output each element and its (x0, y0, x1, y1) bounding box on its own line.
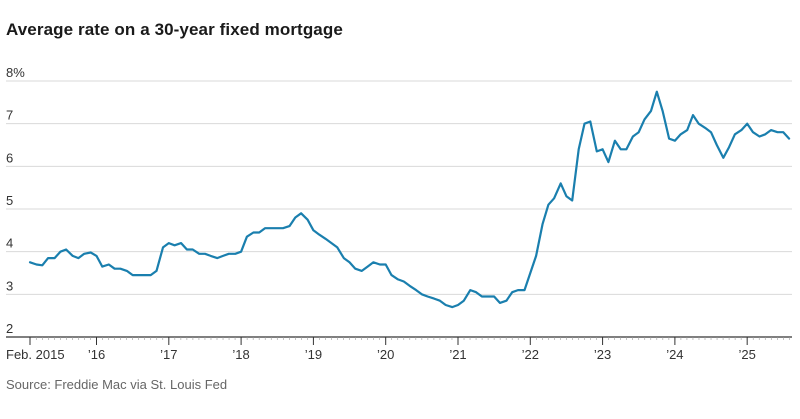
y-tick-label: 2 (6, 321, 13, 336)
chart-title: Average rate on a 30-year fixed mortgage (6, 20, 343, 39)
y-tick-label: 6 (6, 150, 13, 165)
grid-lines (6, 80, 792, 295)
x-axis: Feb. 2015 ’16 ’17 ’18 ’19 ’20 ’21 ’22 ’23 ’24 ’25 (6, 336, 792, 362)
x-tick-label: ’25 (738, 347, 755, 362)
y-tick-label: 3 (6, 278, 13, 293)
x-tick-label: ’18 (232, 347, 249, 362)
x-tick-label: ’22 (522, 347, 539, 362)
x-tick-label: Feb. 2015 (6, 347, 65, 362)
series-line-mortgage-rate (28, 90, 791, 309)
series-layer (28, 90, 791, 309)
x-tick-label: ’21 (449, 347, 466, 362)
source-note: Source: Freddie Mac via St. Louis Fed (6, 377, 228, 392)
x-tick-label: ’17 (160, 347, 177, 362)
x-tick-label: ’16 (88, 347, 105, 362)
y-tick-label: 8% (6, 65, 25, 80)
y-tick-label: 4 (6, 236, 13, 251)
x-tick-label: ’19 (305, 347, 322, 362)
y-axis-ticks: 8% 7 6 5 4 3 2 (6, 65, 25, 336)
x-tick-label: ’24 (666, 347, 683, 362)
x-tick-label: ’20 (377, 347, 394, 362)
y-tick-label: 5 (6, 193, 13, 208)
x-tick-label: ’23 (594, 347, 611, 362)
y-tick-label: 7 (6, 108, 13, 123)
